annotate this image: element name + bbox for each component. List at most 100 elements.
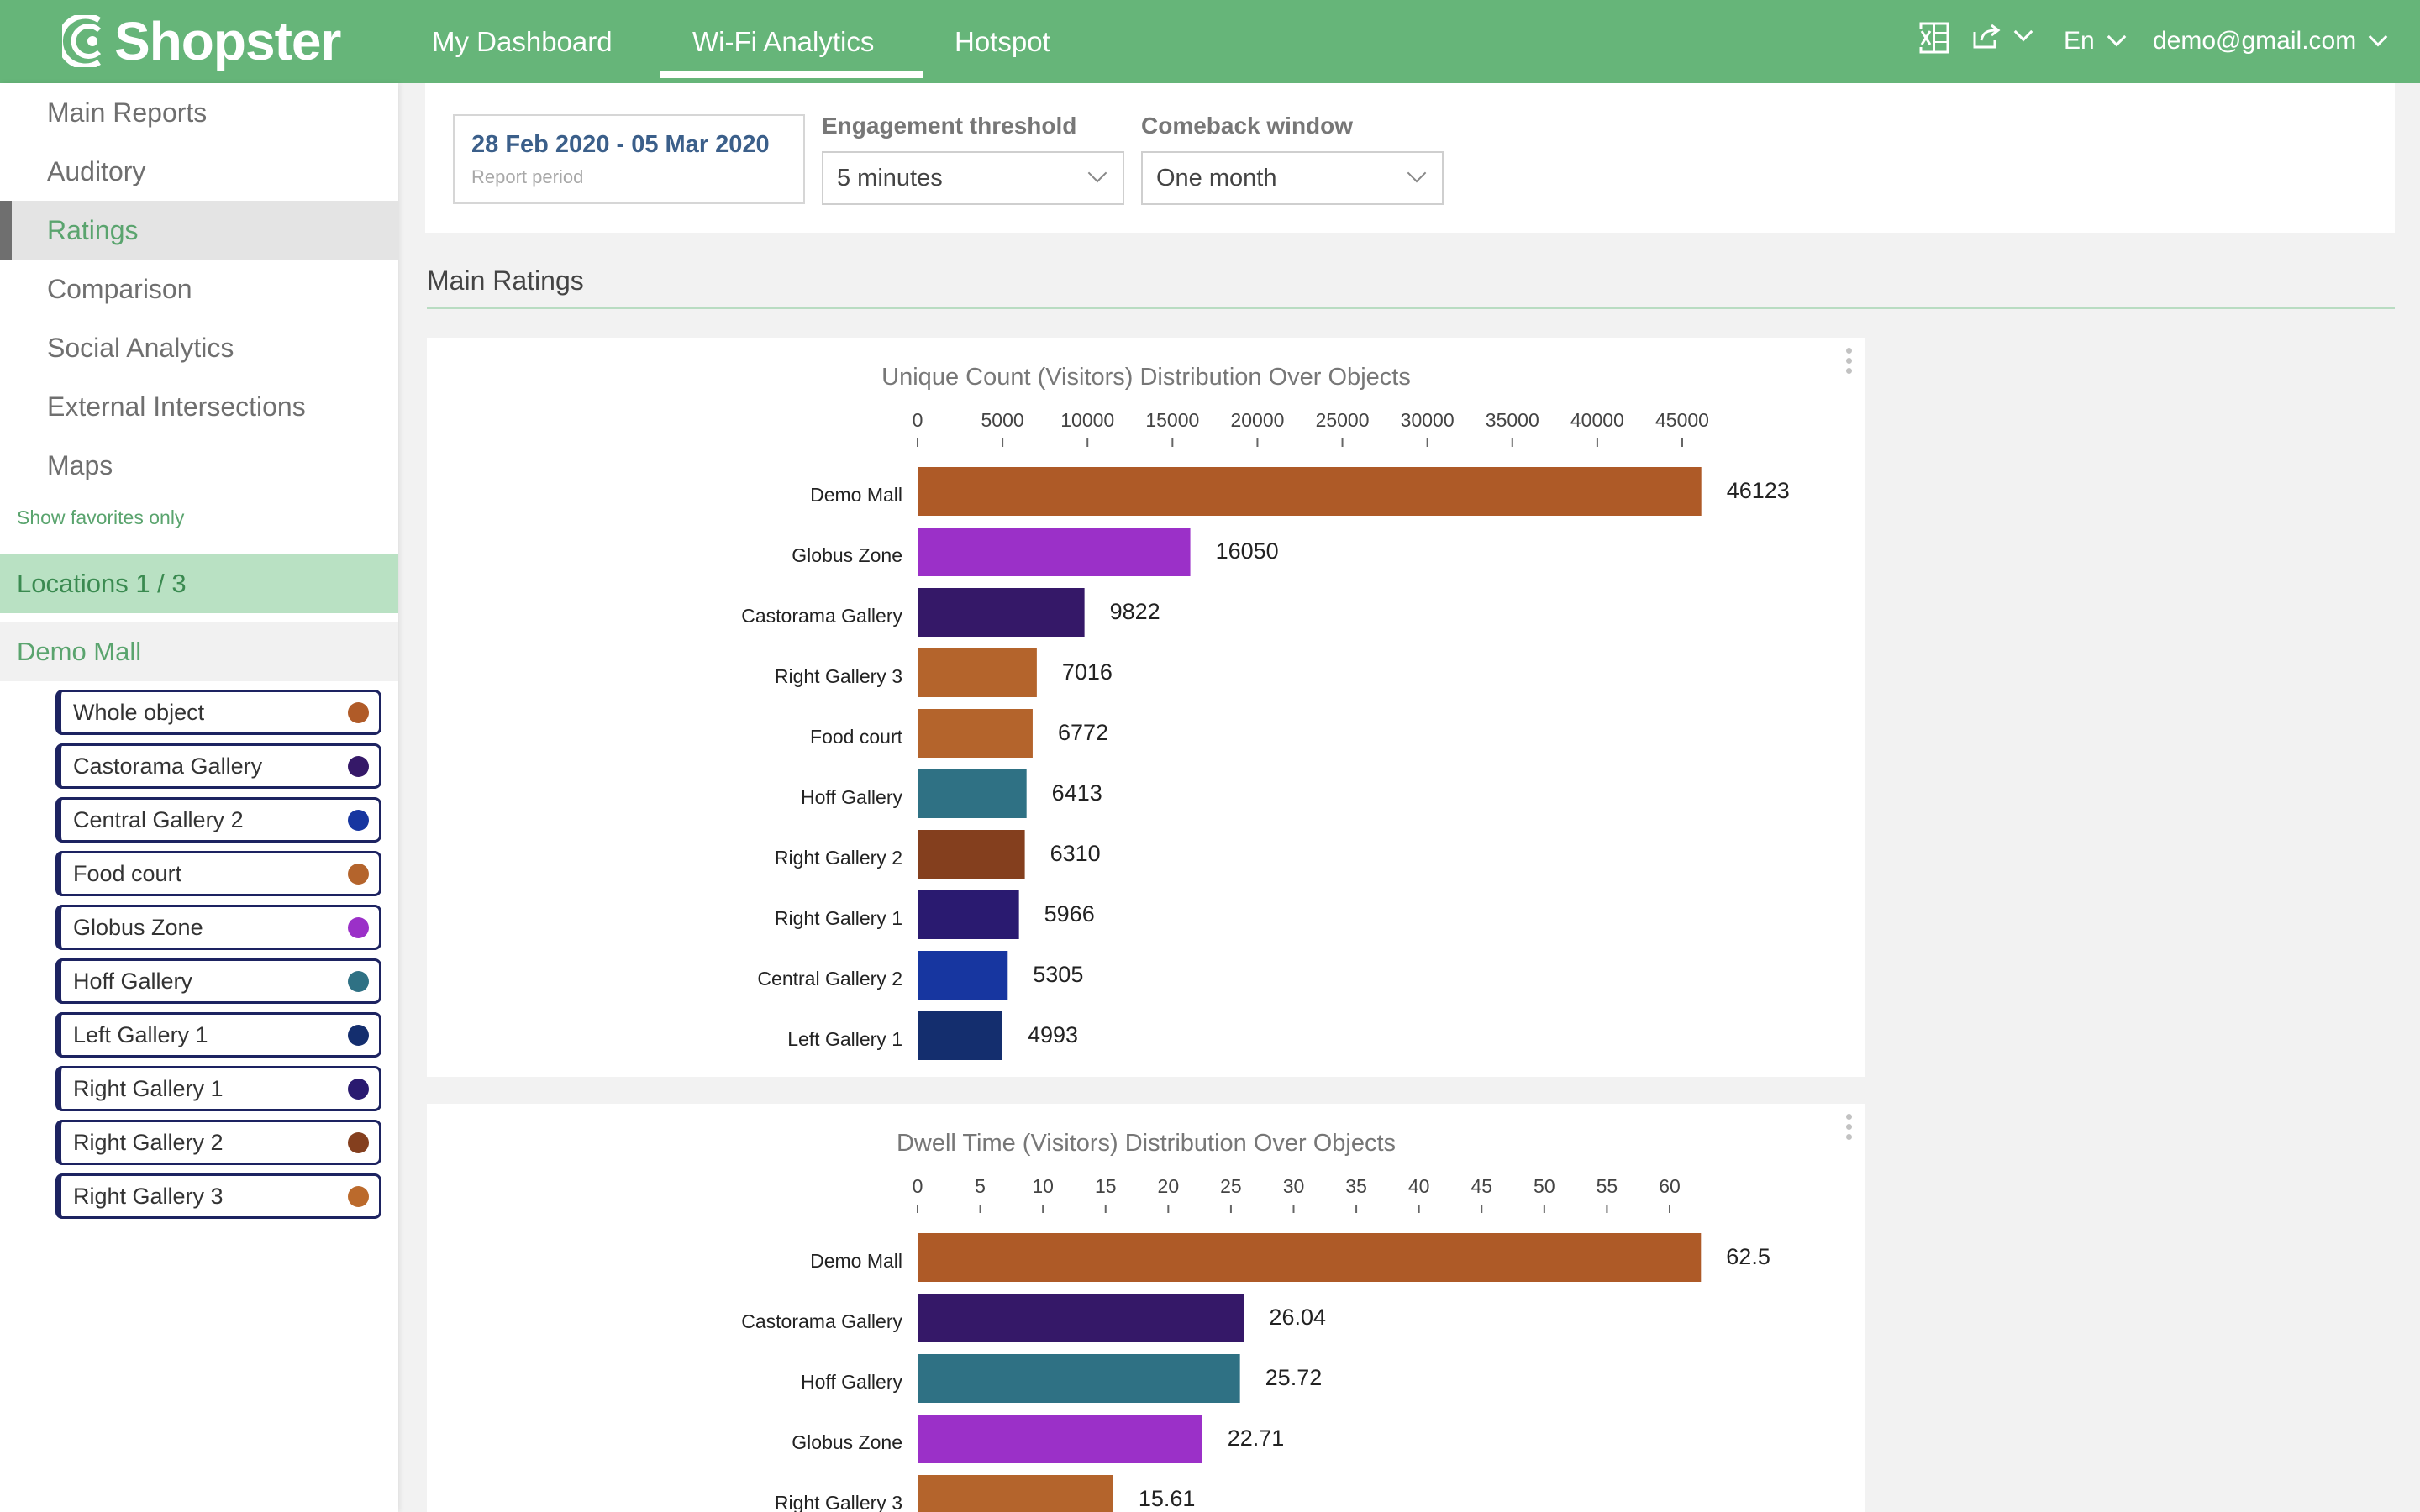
nav-my-dashboard[interactable]: My Dashboard	[432, 26, 613, 57]
object-item[interactable]: Central Gallery 2	[55, 797, 381, 843]
object-item[interactable]: Right Gallery 1	[55, 1066, 381, 1111]
brand-logo[interactable]: Shopster	[62, 11, 341, 71]
category-label: Castorama Gallery	[741, 605, 902, 627]
bar	[918, 830, 1025, 879]
unique-count-chart-card: Unique Count (Visitors) Distribution Ove…	[427, 338, 1865, 1077]
chart-title: Dwell Time (Visitors) Distribution Over …	[897, 1130, 1396, 1157]
location-demo-mall[interactable]: Demo Mall	[0, 622, 398, 681]
chart-title: Unique Count (Visitors) Distribution Ove…	[881, 364, 1411, 391]
bar-value-label: 25.72	[1265, 1365, 1323, 1390]
card-menu-icon[interactable]	[1845, 1114, 1854, 1144]
category-label: Right Gallery 3	[775, 1492, 902, 1512]
object-item-label: Whole object	[73, 700, 205, 725]
bar-value-label: 16050	[1216, 538, 1279, 564]
object-item-label: Castorama Gallery	[73, 753, 263, 779]
sidebar-item-maps[interactable]: Maps	[47, 450, 113, 480]
bar	[918, 1415, 1202, 1463]
nav-hotspot[interactable]: Hotspot	[955, 26, 1050, 57]
object-item-label: Left Gallery 1	[73, 1022, 208, 1047]
excel-export-button[interactable]	[1919, 22, 1949, 54]
locations-selector[interactable]: Locations 1 / 3	[0, 554, 398, 613]
bar-value-label: 4993	[1028, 1022, 1078, 1047]
axis-tick-label: 45000	[1655, 409, 1709, 431]
axis-tick-label: 30	[1283, 1175, 1305, 1197]
comeback-window-select[interactable]: One month	[1141, 151, 1444, 205]
object-item-label: Globus Zone	[73, 915, 203, 940]
report-period-value: 28 Feb 2020 - 05 Mar 2020	[471, 131, 770, 158]
bar	[918, 1475, 1113, 1512]
comeback-window-label: Comeback window	[1141, 113, 1354, 139]
engagement-threshold-select[interactable]: 5 minutes	[822, 151, 1124, 205]
show-favorites-link[interactable]: Show favorites only	[17, 507, 185, 528]
axis-tick-label: 25	[1220, 1175, 1242, 1197]
language-dropdown[interactable]: En	[2064, 22, 2127, 60]
bar	[918, 890, 1019, 939]
object-item-label: Right Gallery 2	[73, 1130, 224, 1155]
object-item[interactable]: Right Gallery 2	[55, 1120, 381, 1165]
object-color-dot	[348, 864, 369, 885]
axis-tick-label: 20	[1158, 1175, 1180, 1197]
bar	[918, 648, 1037, 697]
object-item[interactable]: Whole object	[55, 690, 381, 735]
bar	[918, 467, 1702, 516]
sidebar-item-ratings[interactable]: Ratings	[0, 201, 398, 260]
bar-value-label: 7016	[1062, 659, 1113, 685]
object-item-label: Right Gallery 3	[73, 1184, 224, 1209]
category-label: Hoff Gallery	[801, 1371, 903, 1393]
axis-tick-label: 50	[1534, 1175, 1555, 1197]
axis-tick-label: 60	[1659, 1175, 1681, 1197]
sidebar-item-main-reports[interactable]: Main Reports	[47, 97, 208, 128]
axis-tick-label: 5000	[981, 409, 1024, 431]
axis-tick-label: 10000	[1060, 409, 1114, 431]
sidebar-item-external-intersections[interactable]: External Intersections	[47, 391, 306, 422]
object-item-label: Central Gallery 2	[73, 807, 244, 832]
object-item[interactable]: Food court	[55, 851, 381, 896]
object-item[interactable]: Hoff Gallery	[55, 958, 381, 1004]
bar-value-label: 5305	[1033, 962, 1083, 987]
axis-tick-label: 35	[1345, 1175, 1367, 1197]
bar	[918, 709, 1033, 758]
category-label: Food court	[810, 726, 903, 748]
bar	[918, 588, 1085, 637]
category-label: Globus Zone	[792, 1431, 902, 1453]
language-label: En	[2064, 27, 2095, 55]
object-color-dot	[348, 810, 369, 831]
bar-value-label: 5966	[1044, 901, 1095, 927]
sidebar-item-comparison[interactable]: Comparison	[47, 274, 192, 304]
object-item[interactable]: Left Gallery 1	[55, 1012, 381, 1058]
card-menu-icon[interactable]	[1845, 348, 1854, 378]
object-item[interactable]: Right Gallery 3	[55, 1173, 381, 1219]
object-color-dot	[348, 971, 369, 992]
dwell-time-chart: Dwell Time (Visitors) Distribution Over …	[741, 1130, 1770, 1512]
object-item-label: Food court	[73, 861, 182, 886]
axis-tick-label: 40000	[1570, 409, 1624, 431]
object-color-dot	[348, 702, 369, 723]
sidebar: Main Reports Auditory Ratings Comparison…	[0, 83, 398, 1512]
axis-tick-label: 10	[1032, 1175, 1054, 1197]
top-navigation-bar: Shopster My Dashboard Wi-Fi Analytics Ho…	[0, 0, 2420, 83]
excel-icon	[1919, 22, 1949, 54]
nav-wifi-analytics[interactable]: Wi-Fi Analytics	[692, 26, 875, 57]
section-divider	[427, 307, 2395, 309]
axis-tick-label: 0	[913, 409, 923, 431]
object-color-dot	[348, 1186, 369, 1207]
object-color-dot	[348, 1132, 369, 1153]
sidebar-item-auditory[interactable]: Auditory	[47, 156, 146, 186]
bar-value-label: 9822	[1110, 599, 1160, 624]
share-dropdown[interactable]	[1971, 22, 2033, 50]
bar	[918, 1011, 1002, 1060]
axis-tick-label: 15000	[1145, 409, 1199, 431]
report-period-picker[interactable]: 28 Feb 2020 - 05 Mar 2020 Report period	[453, 114, 805, 204]
bar-value-label: 6772	[1058, 720, 1108, 745]
bar	[918, 951, 1008, 1000]
object-item[interactable]: Castorama Gallery	[55, 743, 381, 789]
brand-name: Shopster	[114, 11, 341, 71]
object-item[interactable]: Globus Zone	[55, 905, 381, 950]
category-label: Demo Mall	[810, 1250, 902, 1272]
sidebar-item-social-analytics[interactable]: Social Analytics	[47, 333, 234, 363]
user-email: demo@gmail.com	[2153, 27, 2357, 55]
user-menu[interactable]: demo@gmail.com	[2153, 22, 2388, 60]
bar-value-label: 22.71	[1228, 1425, 1285, 1451]
category-label: Right Gallery 1	[775, 907, 902, 929]
chevron-down-icon	[1087, 163, 1107, 183]
